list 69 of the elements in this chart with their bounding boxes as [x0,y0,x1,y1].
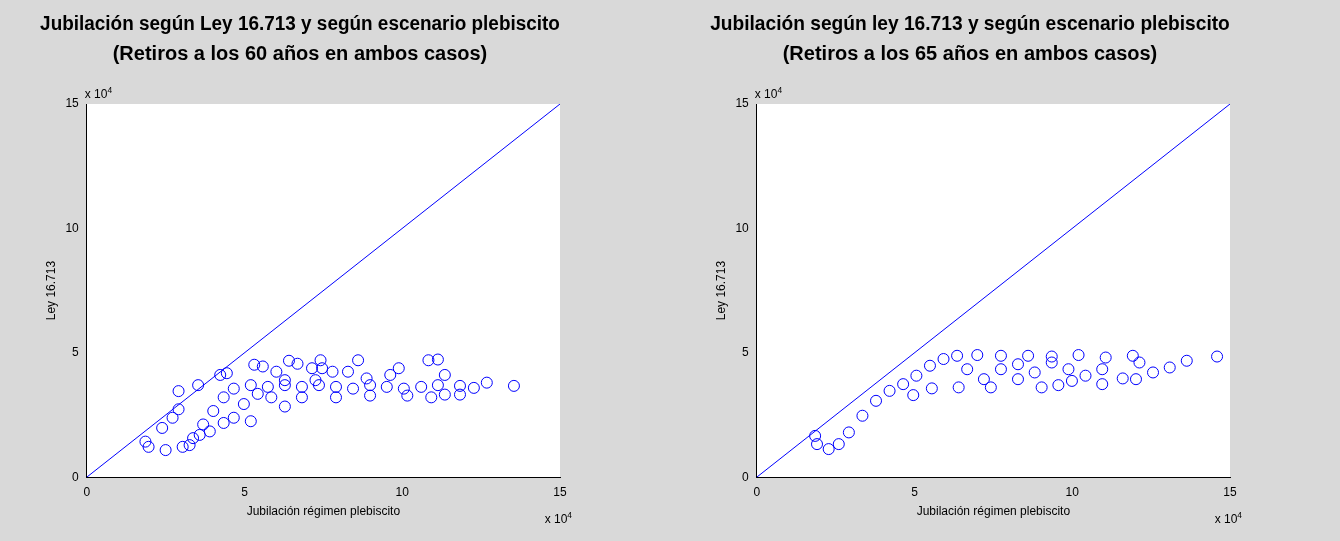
point [1011,373,1024,386]
y-tick-label: 0 [742,469,750,484]
x-tick-label: 0 [83,484,91,499]
point [1065,374,1078,387]
chart-subtitle: (Retiros a los 60 años en ambos casos) [112,41,488,64]
x-tick-label: 15 [553,484,567,499]
x-tick-label: 15 [1223,484,1237,499]
point [1052,379,1065,392]
x-tick-label: 0 [753,484,761,499]
point [977,373,990,386]
point [1045,356,1058,369]
x-tick-label: 5 [911,484,919,499]
point [1147,366,1160,379]
x-tick-label: 5 [241,484,249,499]
point [1163,361,1176,374]
chart-subtitle: (Retiros a los 65 años en ambos casos) [782,41,1158,64]
point [1045,350,1058,363]
point [1096,378,1109,391]
point [1099,351,1112,364]
point [1079,369,1092,382]
point [961,363,974,376]
point [1096,363,1109,376]
point [984,381,997,394]
y-tick-label: 15 [65,96,80,111]
point [1011,358,1024,371]
point [1126,349,1139,362]
point [883,384,896,397]
x-axis-title: Jubilación régimen plebiscito [916,504,1071,519]
point [1035,381,1048,394]
point [822,443,835,456]
point [910,369,923,382]
point [811,438,824,451]
point [842,426,855,439]
point [951,349,964,362]
point [1180,354,1193,367]
point [832,438,845,451]
point [952,381,965,394]
y-axis-title: Ley 16.713 [713,260,728,321]
chart-title: Jubilación según ley 16.713 y según escenario plebiscito [710,11,1230,34]
point [1062,363,1075,376]
point [870,394,883,407]
point [925,382,938,395]
y-tick-label: 10 [65,220,80,235]
point [994,363,1007,376]
point [1211,350,1224,363]
x-axis-title: Jubilación régimen plebiscito [246,504,401,519]
point [856,409,869,422]
point [1129,373,1142,386]
point [1022,349,1035,362]
x-tick-label: 10 [1065,484,1080,499]
point [907,389,920,402]
y-axis-title: Ley 16.713 [43,260,58,321]
point [897,378,910,391]
point [809,429,822,442]
y-tick-label: 10 [735,220,750,235]
y-tick-label: 0 [72,469,80,484]
point [994,349,1007,362]
point [923,359,936,372]
point [1028,366,1041,379]
point [1072,349,1085,362]
y-tick-label: 5 [72,345,80,360]
y-tick-label: 15 [735,96,750,111]
point [937,353,950,366]
y-tick-label: 5 [742,345,750,360]
point [1116,372,1129,385]
x-tick-label: 10 [395,484,410,499]
point [971,349,984,362]
chart-title: Jubilación según Ley 16.713 y según escenario plebiscito [40,11,560,34]
point [1133,356,1146,369]
